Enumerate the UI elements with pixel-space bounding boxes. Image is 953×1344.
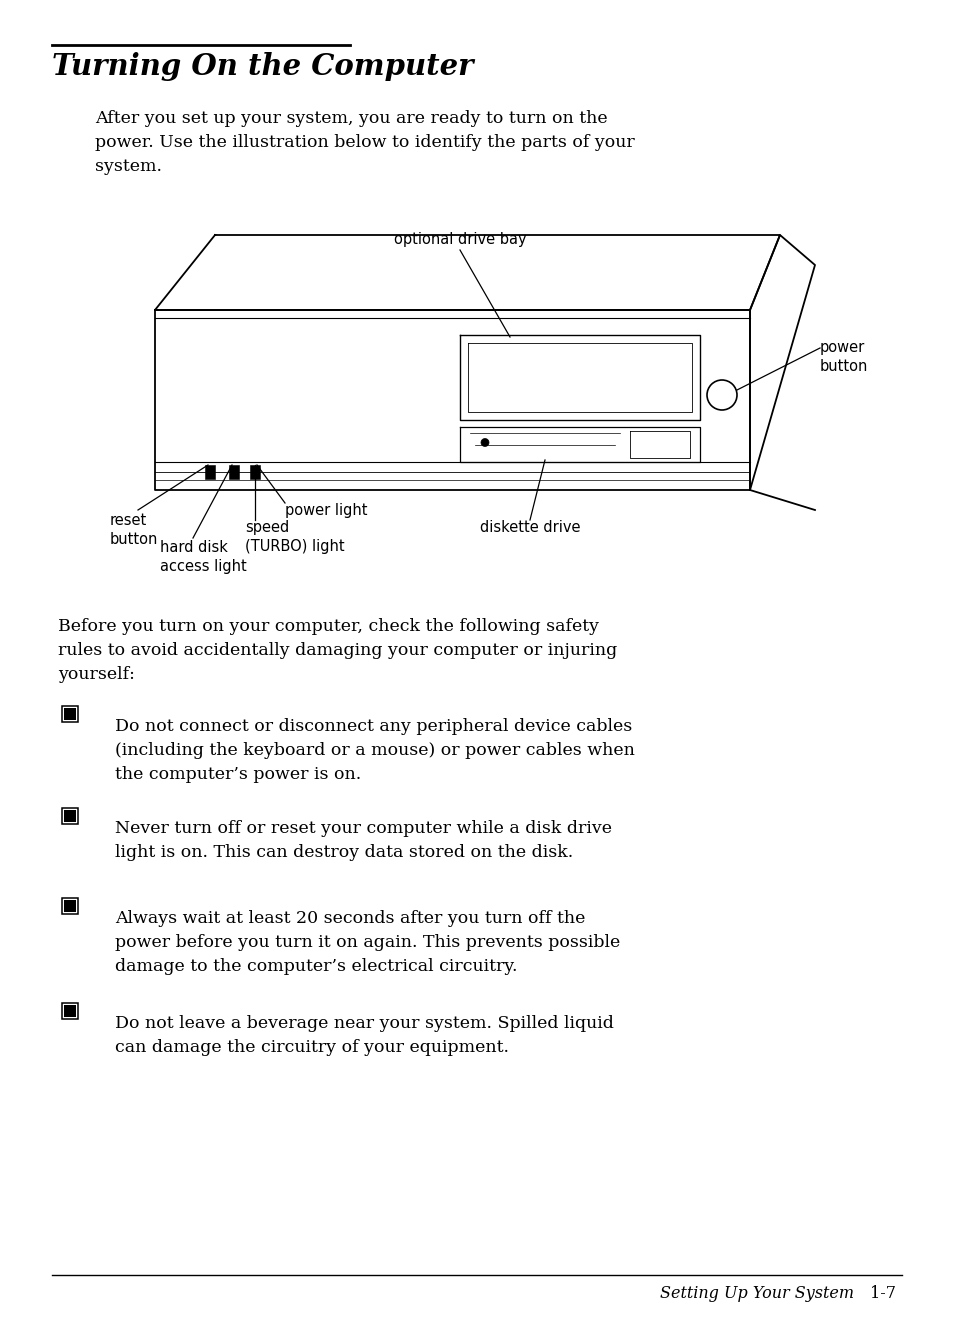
Text: power
button: power button [820,340,867,374]
Text: Do not connect or disconnect any peripheral device cables
(including the keyboar: Do not connect or disconnect any periphe… [115,718,634,784]
Text: optional drive bay: optional drive bay [394,233,526,247]
Text: speed
(TURBO) light: speed (TURBO) light [245,520,344,554]
Circle shape [480,438,489,446]
Text: diskette drive: diskette drive [479,520,579,535]
Bar [62,1003,78,1019]
Bar [250,465,260,478]
Bar [229,465,239,478]
Text: Turning On the Computer: Turning On the Computer [52,52,473,81]
Bar [64,810,76,823]
Text: power light: power light [285,503,367,517]
Bar [62,898,78,914]
Text: Setting Up Your System: Setting Up Your System [659,1285,853,1302]
Bar [64,708,76,720]
Text: Before you turn on your computer, check the following safety
rules to avoid acci: Before you turn on your computer, check … [58,618,617,683]
Bar [64,1005,76,1017]
Bar [64,900,76,913]
Text: hard disk
access light: hard disk access light [160,540,247,574]
Text: After you set up your system, you are ready to turn on the
power. Use the illust: After you set up your system, you are re… [95,110,634,175]
Bar [62,808,78,824]
Text: Do not leave a beverage near your system. Spilled liquid
can damage the circuitr: Do not leave a beverage near your system… [115,1015,613,1056]
Text: reset
button: reset button [110,513,158,547]
Bar [205,465,214,478]
Bar [62,706,78,722]
Text: 1-7: 1-7 [869,1285,895,1302]
Text: Always wait at least 20 seconds after you turn off the
power before you turn it : Always wait at least 20 seconds after yo… [115,910,619,976]
Text: Never turn off or reset your computer while a disk drive
light is on. This can d: Never turn off or reset your computer wh… [115,820,612,862]
